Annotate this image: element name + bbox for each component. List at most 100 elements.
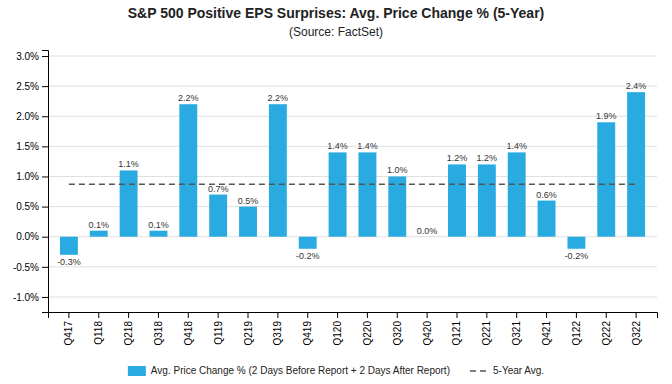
x-tick: Q219: [243, 312, 254, 345]
bar: [358, 152, 376, 236]
legend-label: 5-Year Avg.: [493, 365, 544, 376]
x-tick-label: Q419: [302, 321, 313, 346]
y-tick-mark: [42, 146, 48, 147]
x-tick-mark: [128, 312, 129, 318]
y-tick-mark: [42, 176, 48, 177]
y-tick-label: 1.5%: [16, 141, 39, 152]
data-label: 1.9%: [596, 111, 617, 121]
x-tick: Q419: [302, 312, 313, 345]
y-tick: 2.0%: [16, 111, 48, 122]
x-tick-label: Q122: [571, 321, 582, 346]
x-tick-label: Q219: [243, 321, 254, 346]
x-tick-label: Q220: [362, 321, 373, 346]
grid-line: [48, 86, 657, 87]
x-tick-mark: [188, 312, 189, 318]
data-labels: -0.3%0.1%1.1%0.1%2.2%0.7%0.5%2.2%-0.2%1.…: [57, 81, 646, 267]
x-tick-label: Q221: [481, 321, 492, 346]
x-tick-mark: [68, 312, 69, 318]
x-tick-mark: [367, 312, 368, 318]
x-tick-mark: [486, 312, 487, 318]
bar: [388, 176, 406, 236]
x-tick: Q121: [451, 312, 462, 345]
bar: [120, 170, 138, 236]
x-tick: Q221: [481, 312, 492, 345]
data-label: 0.1%: [148, 220, 169, 230]
grid-line: [48, 116, 657, 117]
data-label: 1.0%: [387, 165, 408, 175]
x-tick-label: Q417: [63, 321, 74, 346]
y-tick: 0.5%: [16, 201, 48, 212]
line: [69, 184, 636, 186]
x-axis: Q417Q118Q218Q318Q418Q119Q219Q319Q419Q120…: [49, 312, 658, 345]
x-tick-mark: [576, 312, 577, 318]
x-tick: Q321: [511, 312, 522, 345]
x-tick: Q318: [153, 312, 164, 345]
y-tick: 1.5%: [16, 141, 48, 152]
y-axis: -1.0%-0.5%0.0%0.5%1.0%1.5%2.0%2.5%3.0%: [13, 51, 49, 313]
bar: [179, 104, 197, 237]
x-tick-mark: [636, 312, 637, 318]
y-tick-mark: [42, 267, 48, 268]
x-tick-label: Q420: [422, 321, 433, 346]
x-tick-label: Q418: [183, 321, 194, 346]
legend-item: Avg. Price Change % (2 Days Before Repor…: [128, 365, 450, 376]
bar: [567, 237, 585, 249]
data-label: 2.4%: [626, 81, 647, 91]
data-label: 0.7%: [208, 184, 229, 194]
y-tick-mark: [42, 207, 48, 208]
bar: [299, 237, 317, 249]
x-tick: Q322: [631, 312, 642, 345]
bar: [269, 104, 287, 237]
data-label: 0.1%: [88, 220, 109, 230]
bar: [239, 207, 257, 237]
data-label: 2.2%: [178, 93, 199, 103]
bar: [150, 231, 168, 237]
legend-swatch: [128, 366, 146, 376]
grid-line: [48, 56, 657, 57]
bar: [90, 231, 108, 237]
marks: [60, 92, 645, 255]
x-tick-mark: [427, 312, 428, 318]
data-label: 1.4%: [357, 141, 378, 151]
data-label: 1.1%: [118, 159, 139, 169]
grid-line: [48, 146, 657, 147]
bar-series: [60, 92, 645, 255]
x-tick-label: Q222: [601, 321, 612, 346]
y-tick-label: 3.0%: [16, 51, 39, 62]
x-tick: Q119: [213, 312, 224, 345]
chart: S&P 500 Positive EPS Surprises: Avg. Pri…: [0, 0, 672, 384]
bar: [60, 237, 78, 255]
data-label: 1.2%: [447, 153, 468, 163]
y-tick: -0.5%: [13, 262, 48, 273]
data-label: 1.4%: [327, 141, 348, 151]
bar: [209, 195, 227, 237]
y-tick-label: 0.0%: [16, 231, 39, 242]
x-tick: Q122: [571, 312, 582, 345]
x-tick: Q421: [541, 312, 552, 345]
x-tick-mark: [456, 312, 457, 318]
y-tick: 1.0%: [16, 171, 48, 182]
y-tick: 3.0%: [16, 51, 48, 62]
y-tick-mark: [42, 237, 48, 238]
x-tick-label: Q320: [392, 321, 403, 346]
grid-line: [48, 236, 657, 237]
bar: [538, 201, 556, 237]
x-tick-mark: [516, 312, 517, 318]
x-tick-label: Q121: [451, 321, 462, 346]
y-tick-label: 1.0%: [16, 171, 39, 182]
data-label: 1.4%: [506, 141, 527, 151]
y-tick: 0.0%: [16, 231, 48, 242]
y-tick-mark: [42, 56, 48, 57]
y-axis-line: [42, 51, 49, 313]
x-tick-label: Q421: [541, 321, 552, 346]
legend-label: Avg. Price Change % (2 Days Before Repor…: [151, 365, 450, 376]
x-tick: Q319: [272, 312, 283, 345]
grid: [48, 56, 657, 297]
x-tick-label: Q118: [93, 321, 104, 345]
title: S&P 500 Positive EPS Surprises: Avg. Pri…: [128, 5, 545, 21]
data-label: -0.2%: [565, 251, 589, 261]
x-tick-label: Q120: [332, 321, 343, 346]
x-tick-mark: [158, 312, 159, 318]
grid-line: [48, 206, 657, 207]
x-tick: Q220: [362, 312, 373, 345]
